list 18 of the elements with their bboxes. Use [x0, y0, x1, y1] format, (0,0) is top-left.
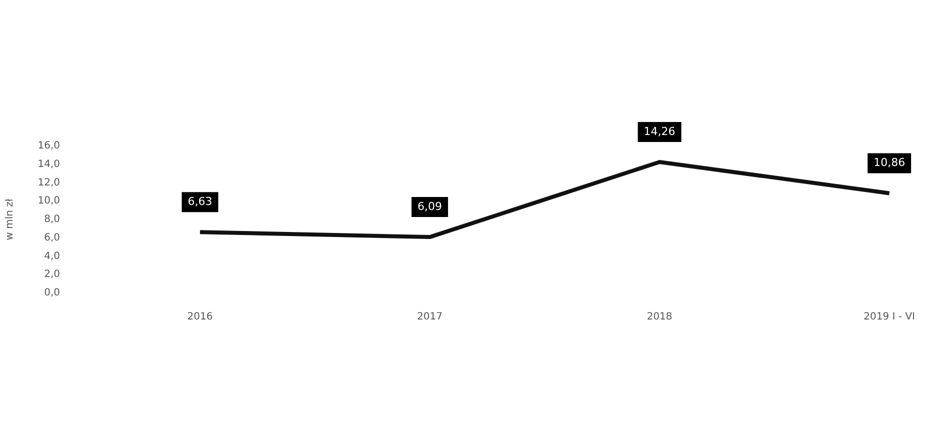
y-tick-label: 16,0 [38, 140, 60, 152]
y-tick-label: 10,0 [38, 196, 60, 207]
data-label: 10,86 [874, 156, 906, 170]
y-axis-title: w mln zł [4, 198, 16, 240]
y-tick-label: 0,0 [44, 288, 60, 299]
y-tick-label: 4,0 [44, 250, 60, 262]
y-tick-label: 14,0 [38, 158, 60, 170]
data-label: 6,63 [188, 194, 212, 208]
x-tick-label: 2018 [646, 312, 672, 323]
data-label: 6,09 [418, 200, 442, 213]
y-tick-label: 6,0 [44, 232, 60, 244]
x-tick-label: 2017 [417, 312, 443, 323]
x-tick-label: 2016 [187, 312, 213, 323]
y-tick-label: 8,0 [44, 214, 60, 226]
y-tick-label: 2,0 [44, 269, 60, 280]
x-tick-label: 2019 I - VI [864, 312, 916, 323]
y-tick-label: 12,0 [38, 177, 60, 188]
data-label: 14,26 [644, 124, 676, 138]
